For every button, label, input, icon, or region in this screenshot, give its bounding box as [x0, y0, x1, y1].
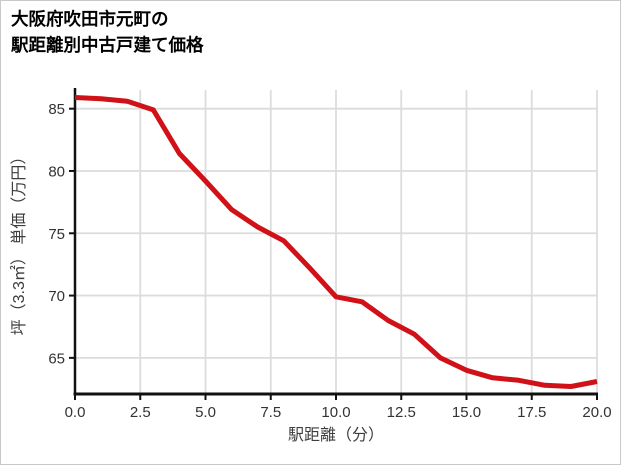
x-tick-label: 5.0 — [195, 404, 216, 421]
chart-title: 大阪府吹田市元町の駅距離別中古戸建て価格 — [11, 6, 204, 59]
chart-title-line1: 大阪府吹田市元町の — [11, 9, 169, 29]
y-tick-label: 85 — [48, 101, 65, 118]
x-tick-label: 20.0 — [582, 404, 611, 421]
y-tick-label: 65 — [48, 350, 65, 367]
x-tick-label: 2.5 — [130, 404, 151, 421]
y-tick-label: 70 — [48, 288, 65, 305]
x-tick-label: 10.0 — [321, 404, 350, 421]
y-tick-label: 75 — [48, 226, 65, 243]
y-axis-title: 坪（3.3㎡） 単価（万円） — [10, 149, 28, 336]
x-tick-label: 7.5 — [260, 404, 281, 421]
x-tick-label: 0.0 — [65, 404, 86, 421]
chart-title-line2: 駅距離別中古戸建て価格 — [11, 35, 204, 56]
x-axis-title: 駅距離（分） — [288, 426, 384, 444]
x-tick-label: 17.5 — [517, 404, 546, 421]
x-tick-label: 15.0 — [452, 404, 481, 421]
price-line-series — [74, 95, 598, 389]
y-tick-label: 80 — [48, 163, 65, 180]
x-tick-label: 12.5 — [387, 404, 416, 421]
